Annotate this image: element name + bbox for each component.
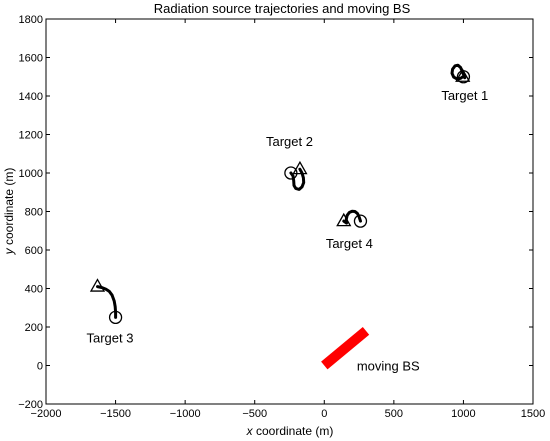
x-tick-label: −1000 — [170, 408, 201, 420]
trajectories — [89, 63, 471, 370]
chart-title: Radiation source trajectories and moving… — [154, 1, 411, 16]
y-tick-label: 1000 — [19, 168, 43, 180]
x-tick-label: 1500 — [521, 408, 545, 420]
series-line-2 — [96, 285, 118, 319]
series-line-3 — [342, 209, 362, 225]
y-tick-label: 1600 — [19, 53, 43, 65]
y-tick-label: 1400 — [19, 91, 43, 103]
y-tick-label: 1800 — [19, 14, 43, 26]
start-marker-2 — [108, 310, 123, 325]
annotation-label: Target 1 — [441, 88, 488, 103]
y-tick-label: 400 — [25, 284, 43, 296]
end-marker-1 — [292, 160, 308, 175]
annotations: Target 1 Target 2 Target 3 Target 4 moving B… — [87, 88, 489, 373]
annotation-label: Target 2 — [266, 134, 313, 149]
x-tick-label: 1000 — [451, 408, 475, 420]
x-tick-label: −1500 — [100, 408, 131, 420]
x-axis-label: x coordinate (m) — [246, 424, 334, 438]
start-marker-3 — [353, 214, 368, 228]
y-tick-label: 800 — [25, 207, 43, 219]
x-tick-label: −2000 — [31, 408, 62, 420]
plot-area — [45, 18, 534, 405]
end-marker-3 — [336, 212, 352, 227]
annotation-label: Target 4 — [326, 236, 373, 251]
series-line-4 — [321, 327, 370, 370]
y-tick-label: −200 — [18, 399, 43, 411]
y-tick-label: 0 — [37, 361, 43, 373]
y-tick-label: 200 — [25, 322, 43, 334]
y-tick-label: 1200 — [19, 130, 43, 142]
x-tick-label: 0 — [321, 408, 327, 420]
end-marker-2 — [89, 278, 106, 292]
axis-ticks: −2000 −1500 −1000 −500 0 500 1000 1500−20002004… — [18, 14, 545, 420]
x-tick-label: −500 — [242, 408, 267, 420]
y-axis-label: y coordinate (m) — [2, 168, 16, 256]
end-marker-0 — [455, 68, 471, 82]
y-tick-label: 600 — [25, 245, 43, 257]
annotation-label: moving BS — [357, 358, 420, 373]
annotation-label: Target 3 — [87, 330, 134, 345]
x-tick-label: 500 — [385, 408, 403, 420]
